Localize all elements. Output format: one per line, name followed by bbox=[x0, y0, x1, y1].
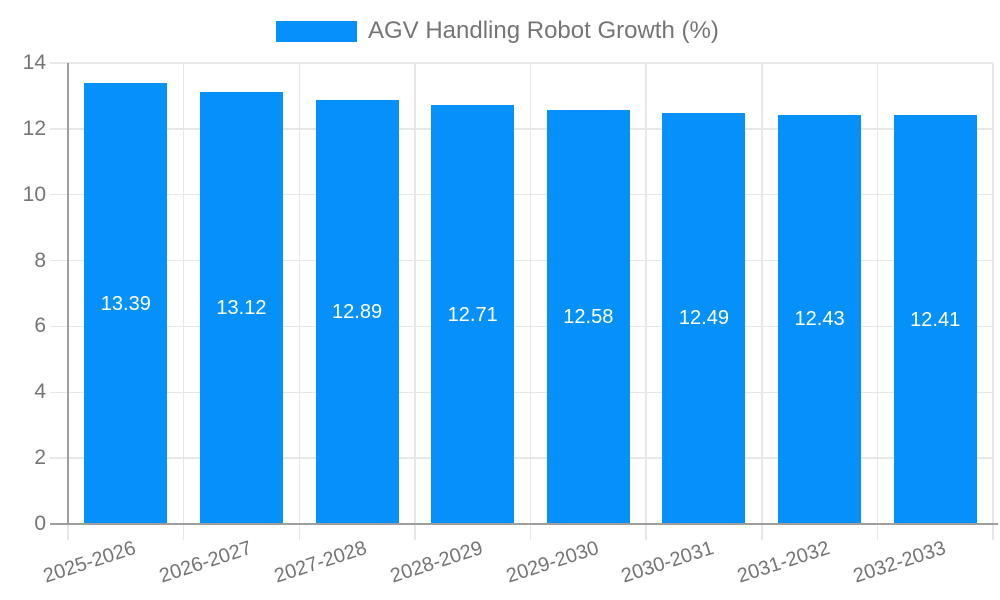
x-tick-label: 2031-2032 bbox=[734, 537, 833, 588]
bar-2030-2031 bbox=[662, 112, 746, 524]
v-gridline bbox=[182, 63, 185, 540]
v-gridline bbox=[298, 63, 300, 540]
x-tick-label: 2025-2026 bbox=[40, 537, 139, 588]
y-tick-label: 4 bbox=[34, 380, 46, 404]
v-gridline bbox=[761, 63, 763, 540]
h-gridline bbox=[50, 62, 993, 64]
v-gridline bbox=[645, 63, 647, 540]
v-gridline bbox=[992, 63, 994, 540]
y-tick-label: 12 bbox=[22, 116, 46, 140]
bar-value-label: 12.71 bbox=[447, 303, 498, 326]
x-tick-label: 2029-2030 bbox=[503, 537, 602, 588]
y-tick-label: 8 bbox=[34, 248, 46, 272]
v-gridline bbox=[414, 63, 416, 540]
x-axis-line bbox=[50, 523, 998, 525]
h-gridline bbox=[50, 325, 993, 328]
x-tick-label: 2026-2027 bbox=[156, 537, 255, 588]
legend-swatch bbox=[276, 20, 357, 42]
h-gridline bbox=[50, 391, 993, 394]
bar-2028-2029 bbox=[431, 105, 515, 524]
h-gridline bbox=[50, 259, 993, 262]
h-gridline bbox=[50, 128, 993, 130]
h-gridline bbox=[50, 193, 993, 196]
y-axis-line bbox=[67, 63, 69, 524]
bar-value-label: 13.12 bbox=[216, 296, 267, 319]
bar-value-label: 12.58 bbox=[563, 305, 614, 328]
y-tick-label: 10 bbox=[22, 182, 46, 206]
bar-value-label: 12.41 bbox=[910, 308, 961, 331]
y-tick-label: 2 bbox=[34, 446, 46, 470]
bar-2027-2028 bbox=[315, 99, 399, 524]
bar-2026-2027 bbox=[199, 91, 283, 524]
legend-label: AGV Handling Robot Growth (%) bbox=[368, 17, 719, 44]
bar-2031-2032 bbox=[778, 114, 862, 524]
y-tick-label: 6 bbox=[34, 314, 46, 338]
x-tick-label: 2032-2033 bbox=[850, 537, 948, 588]
x-tick-label: 2027-2028 bbox=[272, 537, 370, 588]
y-tick-label: 0 bbox=[34, 512, 46, 535]
x-tick-label: 2030-2031 bbox=[618, 537, 717, 588]
bar-2029-2030 bbox=[546, 109, 630, 524]
bar-value-label: 12.49 bbox=[678, 307, 729, 330]
bar-2025-2026 bbox=[84, 83, 168, 524]
h-gridline bbox=[50, 457, 993, 459]
v-gridline bbox=[876, 63, 879, 540]
bar-value-label: 12.43 bbox=[794, 308, 845, 331]
x-tick-label: 2028-2029 bbox=[387, 537, 486, 588]
bar-value-label: 13.39 bbox=[100, 292, 151, 315]
v-gridline bbox=[529, 63, 532, 540]
bar-2032-2033 bbox=[893, 115, 977, 524]
legend: AGV Handling Robot Growth (%) bbox=[276, 17, 719, 45]
bar-value-label: 12.89 bbox=[332, 300, 383, 323]
y-tick-label: 14 bbox=[22, 51, 46, 74]
